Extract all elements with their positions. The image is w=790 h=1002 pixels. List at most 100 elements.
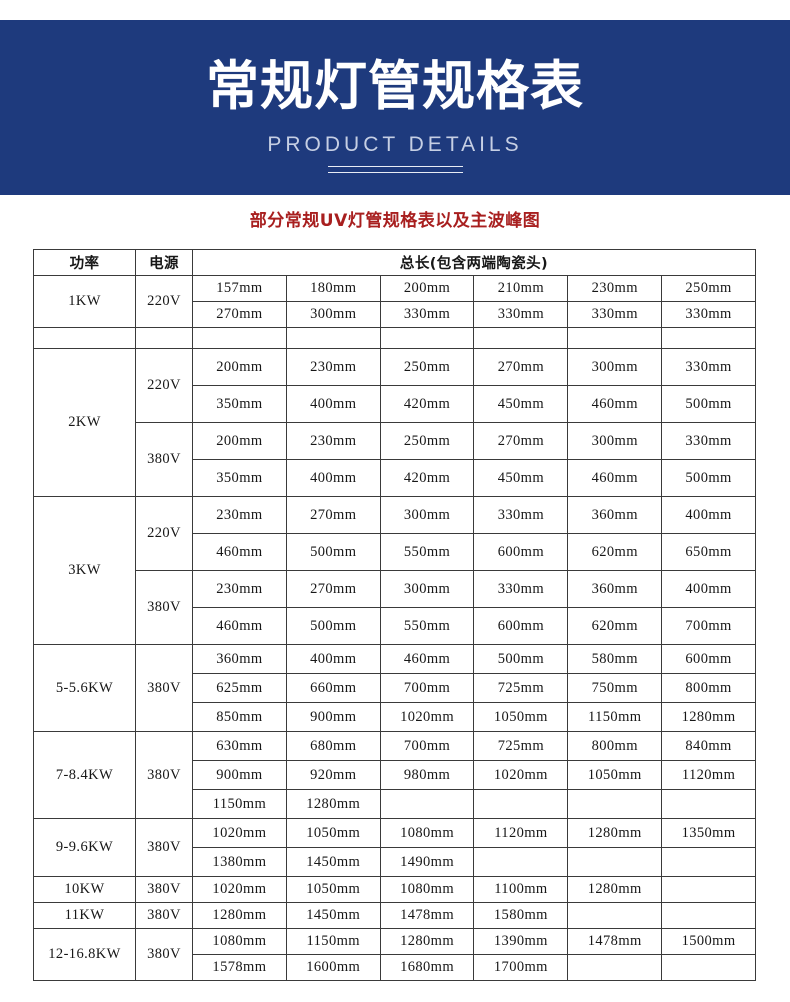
cell-voltage-label: 380V xyxy=(135,731,193,819)
table-row: 9-9.6KW 380V 1020mm 1050mm 1080mm 1120mm 1280m… xyxy=(33,818,756,877)
cell-length: 330mm xyxy=(661,348,756,386)
table-row: 12-16.8KW 380V 1080mm 1150mm 1280mm 1390mm 147… xyxy=(33,928,756,981)
header-power: 功率 xyxy=(33,249,136,276)
cell-length: 500mm xyxy=(473,644,569,674)
cell-length: 920mm xyxy=(285,760,381,790)
cell-length: 850mm xyxy=(192,702,287,732)
cell-length: 800mm xyxy=(567,731,663,761)
cell-power-label: 1KW xyxy=(33,275,136,328)
page-title: 常规灯管规格表 xyxy=(206,56,584,117)
cell-length: 630mm xyxy=(192,731,287,761)
cell-length: 625mm xyxy=(192,673,287,703)
cell-length xyxy=(379,789,475,819)
cell-length: 700mm xyxy=(661,607,756,645)
cell-length xyxy=(661,876,756,903)
section-title: 部分常规UV灯管规格表以及主波峰图 xyxy=(249,211,541,231)
table-row: 11KW 380V 1280mm 1450mm 1478mm 1580mm xyxy=(33,902,756,929)
table-row: 10KW 380V 1020mm 1050mm 1080mm 1100mm 1280mm xyxy=(33,876,756,903)
cell-length: 1080mm xyxy=(192,928,287,955)
cell-length: 1150mm xyxy=(567,702,663,732)
cell-power-label: 9-9.6KW xyxy=(33,818,136,877)
cell-length: 230mm xyxy=(285,422,381,460)
cell-length: 1500mm xyxy=(661,928,756,955)
cell-voltage-label: 220V xyxy=(135,275,193,328)
cell-length: 300mm xyxy=(379,570,475,608)
table-row: 350mm 400mm 420mm 450mm 460mm 500mm xyxy=(34,459,756,497)
cell-length: 330mm xyxy=(473,496,569,534)
cell-length xyxy=(473,327,569,349)
table-row: 1150mm 1280mm xyxy=(34,789,756,819)
header-total-length: 总长(包含两端陶瓷头) xyxy=(192,249,756,276)
cell-power-label: 3KW xyxy=(33,496,136,645)
cell-length xyxy=(285,327,381,349)
cell-length: 550mm xyxy=(379,607,475,645)
page-subtitle: PRODUCT DETAILS xyxy=(267,133,523,156)
cell-length: 800mm xyxy=(661,673,756,703)
cell-length: 270mm xyxy=(473,422,569,460)
cell-length: 1100mm xyxy=(473,876,569,903)
rule-line-top xyxy=(327,166,463,167)
cell-length: 900mm xyxy=(192,760,287,790)
cell-length: 350mm xyxy=(192,385,287,423)
cell-length: 180mm xyxy=(285,275,381,302)
cell-voltage-label: 220V xyxy=(135,348,193,423)
rule-line-bottom xyxy=(327,172,463,173)
cell-length: 210mm xyxy=(473,275,569,302)
cell-length: 700mm xyxy=(379,673,475,703)
cell-length: 300mm xyxy=(285,301,381,328)
cell-length: 330mm xyxy=(567,301,663,328)
cell-length: 1280mm xyxy=(661,702,756,732)
cell-length: 330mm xyxy=(661,422,756,460)
cell-length: 460mm xyxy=(567,459,663,497)
cell-length xyxy=(379,327,475,349)
cell-length: 400mm xyxy=(285,385,381,423)
cell-length: 250mm xyxy=(661,275,756,302)
cell-length: 1280mm xyxy=(567,818,663,848)
cell-voltage-label: 380V xyxy=(135,928,193,981)
cell-length: 500mm xyxy=(661,459,756,497)
decorative-double-rule xyxy=(327,166,463,173)
cell-length: 230mm xyxy=(567,275,663,302)
cell-length: 300mm xyxy=(379,496,475,534)
cell-length: 300mm xyxy=(567,422,663,460)
cell-length: 1050mm xyxy=(285,818,381,848)
cell-power-label: 5-5.6KW xyxy=(33,644,136,732)
cell-length: 270mm xyxy=(192,301,287,328)
cell-length xyxy=(192,327,287,349)
cell-length: 980mm xyxy=(379,760,475,790)
header-power-supply: 电源 xyxy=(135,249,193,276)
spec-table: 功率 电源 总长(包含两端陶瓷头) 1KW 220V 157mm 180mm 200mm 210… xyxy=(33,249,756,981)
cell-length: 1150mm xyxy=(192,789,287,819)
cell-length: 350mm xyxy=(192,459,287,497)
cell-length: 680mm xyxy=(285,731,381,761)
cell-length: 1280mm xyxy=(567,876,663,903)
cell-length: 750mm xyxy=(567,673,663,703)
cell-length: 1020mm xyxy=(192,818,287,848)
cell-length xyxy=(661,902,756,929)
cell-length: 460mm xyxy=(192,607,287,645)
table-row: 350mm 400mm 420mm 450mm 460mm 500mm xyxy=(34,385,756,423)
page-banner: 常规灯管规格表 PRODUCT DETAILS xyxy=(0,20,790,195)
cell-length: 400mm xyxy=(661,570,756,608)
cell-length: 1280mm xyxy=(379,928,475,955)
cell-length: 725mm xyxy=(473,731,569,761)
cell-length: 250mm xyxy=(379,348,475,386)
cell-length: 300mm xyxy=(567,348,663,386)
cell-length xyxy=(473,847,569,877)
cell-length: 620mm xyxy=(567,607,663,645)
cell-voltage-label xyxy=(135,327,193,349)
cell-length: 420mm xyxy=(379,459,475,497)
cell-length: 900mm xyxy=(285,702,381,732)
cell-length: 420mm xyxy=(379,385,475,423)
cell-length: 1020mm xyxy=(473,760,569,790)
cell-length xyxy=(567,327,663,349)
cell-length xyxy=(473,789,569,819)
cell-length: 330mm xyxy=(473,570,569,608)
cell-voltage-label: 380V xyxy=(135,876,193,903)
cell-length: 230mm xyxy=(192,570,287,608)
cell-length: 1680mm xyxy=(379,954,475,981)
cell-length: 1490mm xyxy=(379,847,475,877)
cell-length: 1350mm xyxy=(661,818,756,848)
cell-length: 580mm xyxy=(567,644,663,674)
cell-length xyxy=(661,954,756,981)
